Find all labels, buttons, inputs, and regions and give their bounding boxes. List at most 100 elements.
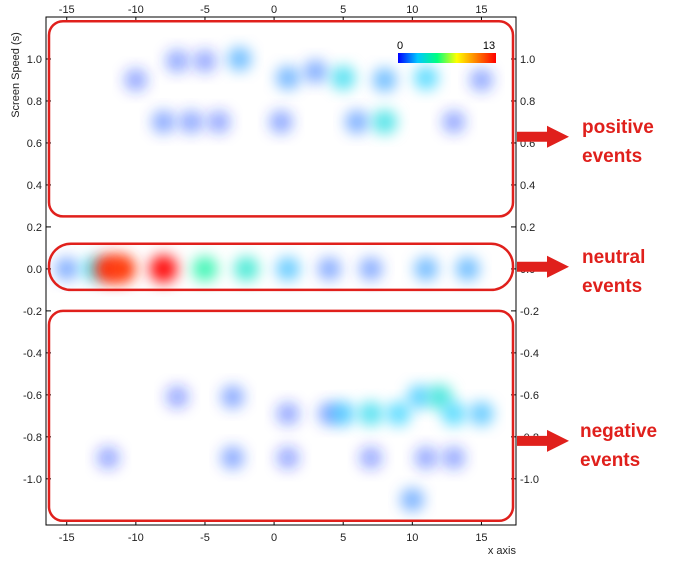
y-tick-label-left: 0.6 (27, 138, 42, 150)
heatmap-blob (330, 65, 356, 91)
heatmap-blob (442, 446, 466, 470)
x-tick-label-top: -10 (128, 4, 144, 16)
axis-ticks: -15 -15 -10 -10 -5 -5 0 0 5 5 10 10 15 15 1.0 1.0 0.8 0.8… (23, 4, 539, 544)
heatmap-blob (386, 401, 411, 427)
region-label-neutral: events (582, 276, 642, 297)
heatmap-blob (179, 110, 203, 134)
plot-frame (45, 16, 517, 526)
region-label-negative: events (580, 450, 640, 471)
y-tick-label-right: 0.4 (520, 180, 535, 192)
heatmap-blob (151, 110, 176, 134)
heatmap-blob (358, 401, 384, 427)
heatmap-blob (220, 385, 245, 409)
heatmap-blob (372, 109, 398, 135)
y-tick-label-left: 0.8 (27, 96, 42, 108)
heatmap-blob (233, 256, 260, 282)
heatmap-blob (165, 385, 189, 409)
y-tick-label-right: 1.0 (520, 54, 535, 66)
heatmap-blob (427, 384, 453, 410)
heatmap-blob (149, 254, 178, 283)
region-label-negative: negative (580, 421, 657, 442)
heatmap-blob (192, 256, 218, 282)
x-tick-label-bottom: 0 (271, 532, 277, 544)
heatmap-blob (108, 255, 136, 283)
y-tick-label-right: 0.8 (520, 96, 535, 108)
x-tick-label-top: 5 (340, 4, 346, 16)
heatmap-blob (124, 68, 148, 92)
y-tick-label-right: -0.2 (520, 306, 539, 318)
heatmap-blob (400, 487, 425, 512)
heatmap-blob (359, 257, 383, 281)
heatmap-blob (275, 65, 300, 90)
y-tick-label-left: 0.4 (27, 180, 42, 192)
x-tick-label-bottom: -5 (200, 532, 210, 544)
y-tick-label-left: -0.6 (23, 390, 42, 402)
region-box-neutral (47, 242, 515, 292)
y-tick-label-left: -0.8 (23, 432, 42, 444)
x-tick-label-bottom: 15 (475, 532, 487, 544)
heatmap-blob (441, 401, 467, 427)
region-label-positive: positive (582, 117, 654, 138)
heatmap-blob (442, 110, 466, 134)
heatmap-blob (317, 257, 342, 281)
heatmap-blob (227, 46, 252, 72)
heatmap-blob (276, 446, 300, 470)
region-annotations: positive events neutral events negative event… (47, 19, 657, 523)
heatmap-blob (165, 49, 190, 73)
x-tick-label-bottom: -15 (59, 532, 75, 544)
y-tick-label-right: -0.4 (520, 348, 539, 360)
region-label-neutral: neutral (582, 247, 645, 268)
heatmap-blob (220, 446, 245, 470)
heatmap-blob (207, 110, 231, 134)
heatmap-blob (276, 402, 300, 426)
heatmap-blob (469, 68, 494, 92)
x-tick-label-top: 10 (406, 4, 418, 16)
heatmap-blob (345, 110, 369, 134)
y-tick-label-left: -0.2 (23, 306, 42, 318)
y-tick-label-left: 0.0 (27, 264, 42, 276)
region-arrow-negative (517, 429, 569, 452)
heatmap-blob (269, 110, 293, 134)
heatmap-blob (406, 384, 432, 410)
heatmap-blob (275, 256, 301, 282)
x-tick-label-bottom: 10 (406, 532, 418, 544)
x-tick-label-top: 15 (475, 4, 487, 16)
heatmap-blob (455, 256, 480, 282)
x-tick-label-top: 0 (271, 4, 277, 16)
x-tick-label-top: -15 (59, 4, 75, 16)
heatmap-blob (413, 65, 439, 91)
region-arrow-neutral (517, 255, 569, 278)
heatmap-blob (303, 59, 328, 84)
heatmap-blob (96, 446, 120, 470)
heatmap-blob (469, 401, 494, 426)
heatmap-blob (372, 67, 397, 93)
y-tick-label-right: -0.6 (520, 390, 539, 402)
colorbar: 0 13 (397, 40, 496, 63)
y-tick-label-right: 0.2 (520, 222, 535, 234)
colorbar-gradient (398, 53, 496, 63)
region-arrow-positive (517, 125, 569, 148)
heatmap-blob (330, 401, 356, 427)
heatmap-blobs (54, 46, 494, 512)
colorbar-min-label: 0 (397, 40, 403, 52)
y-tick-label-left: 1.0 (27, 54, 42, 66)
x-tick-label-bottom: 5 (340, 532, 346, 544)
region-box-negative (47, 309, 515, 523)
heatmap-blob (414, 256, 439, 281)
x-tick-label-bottom: -10 (128, 532, 144, 544)
y-tick-label-left: -0.4 (23, 348, 42, 360)
y-tick-label-right: -1.0 (520, 474, 539, 486)
heatmap-blob (54, 256, 79, 281)
region-label-positive: events (582, 146, 642, 167)
heatmap-blob (414, 446, 438, 470)
x-axis-title: x axis (488, 545, 517, 557)
y-axis-title: Screen Speed (s) (10, 32, 22, 118)
heatmap-blob (359, 446, 383, 470)
y-tick-label-left: -1.0 (23, 474, 42, 486)
y-tick-label-left: 0.2 (27, 222, 42, 234)
x-tick-label-top: -5 (200, 4, 210, 16)
colorbar-max-label: 13 (483, 40, 495, 52)
heatmap-blob (193, 49, 217, 73)
region-box-positive (47, 19, 515, 218)
